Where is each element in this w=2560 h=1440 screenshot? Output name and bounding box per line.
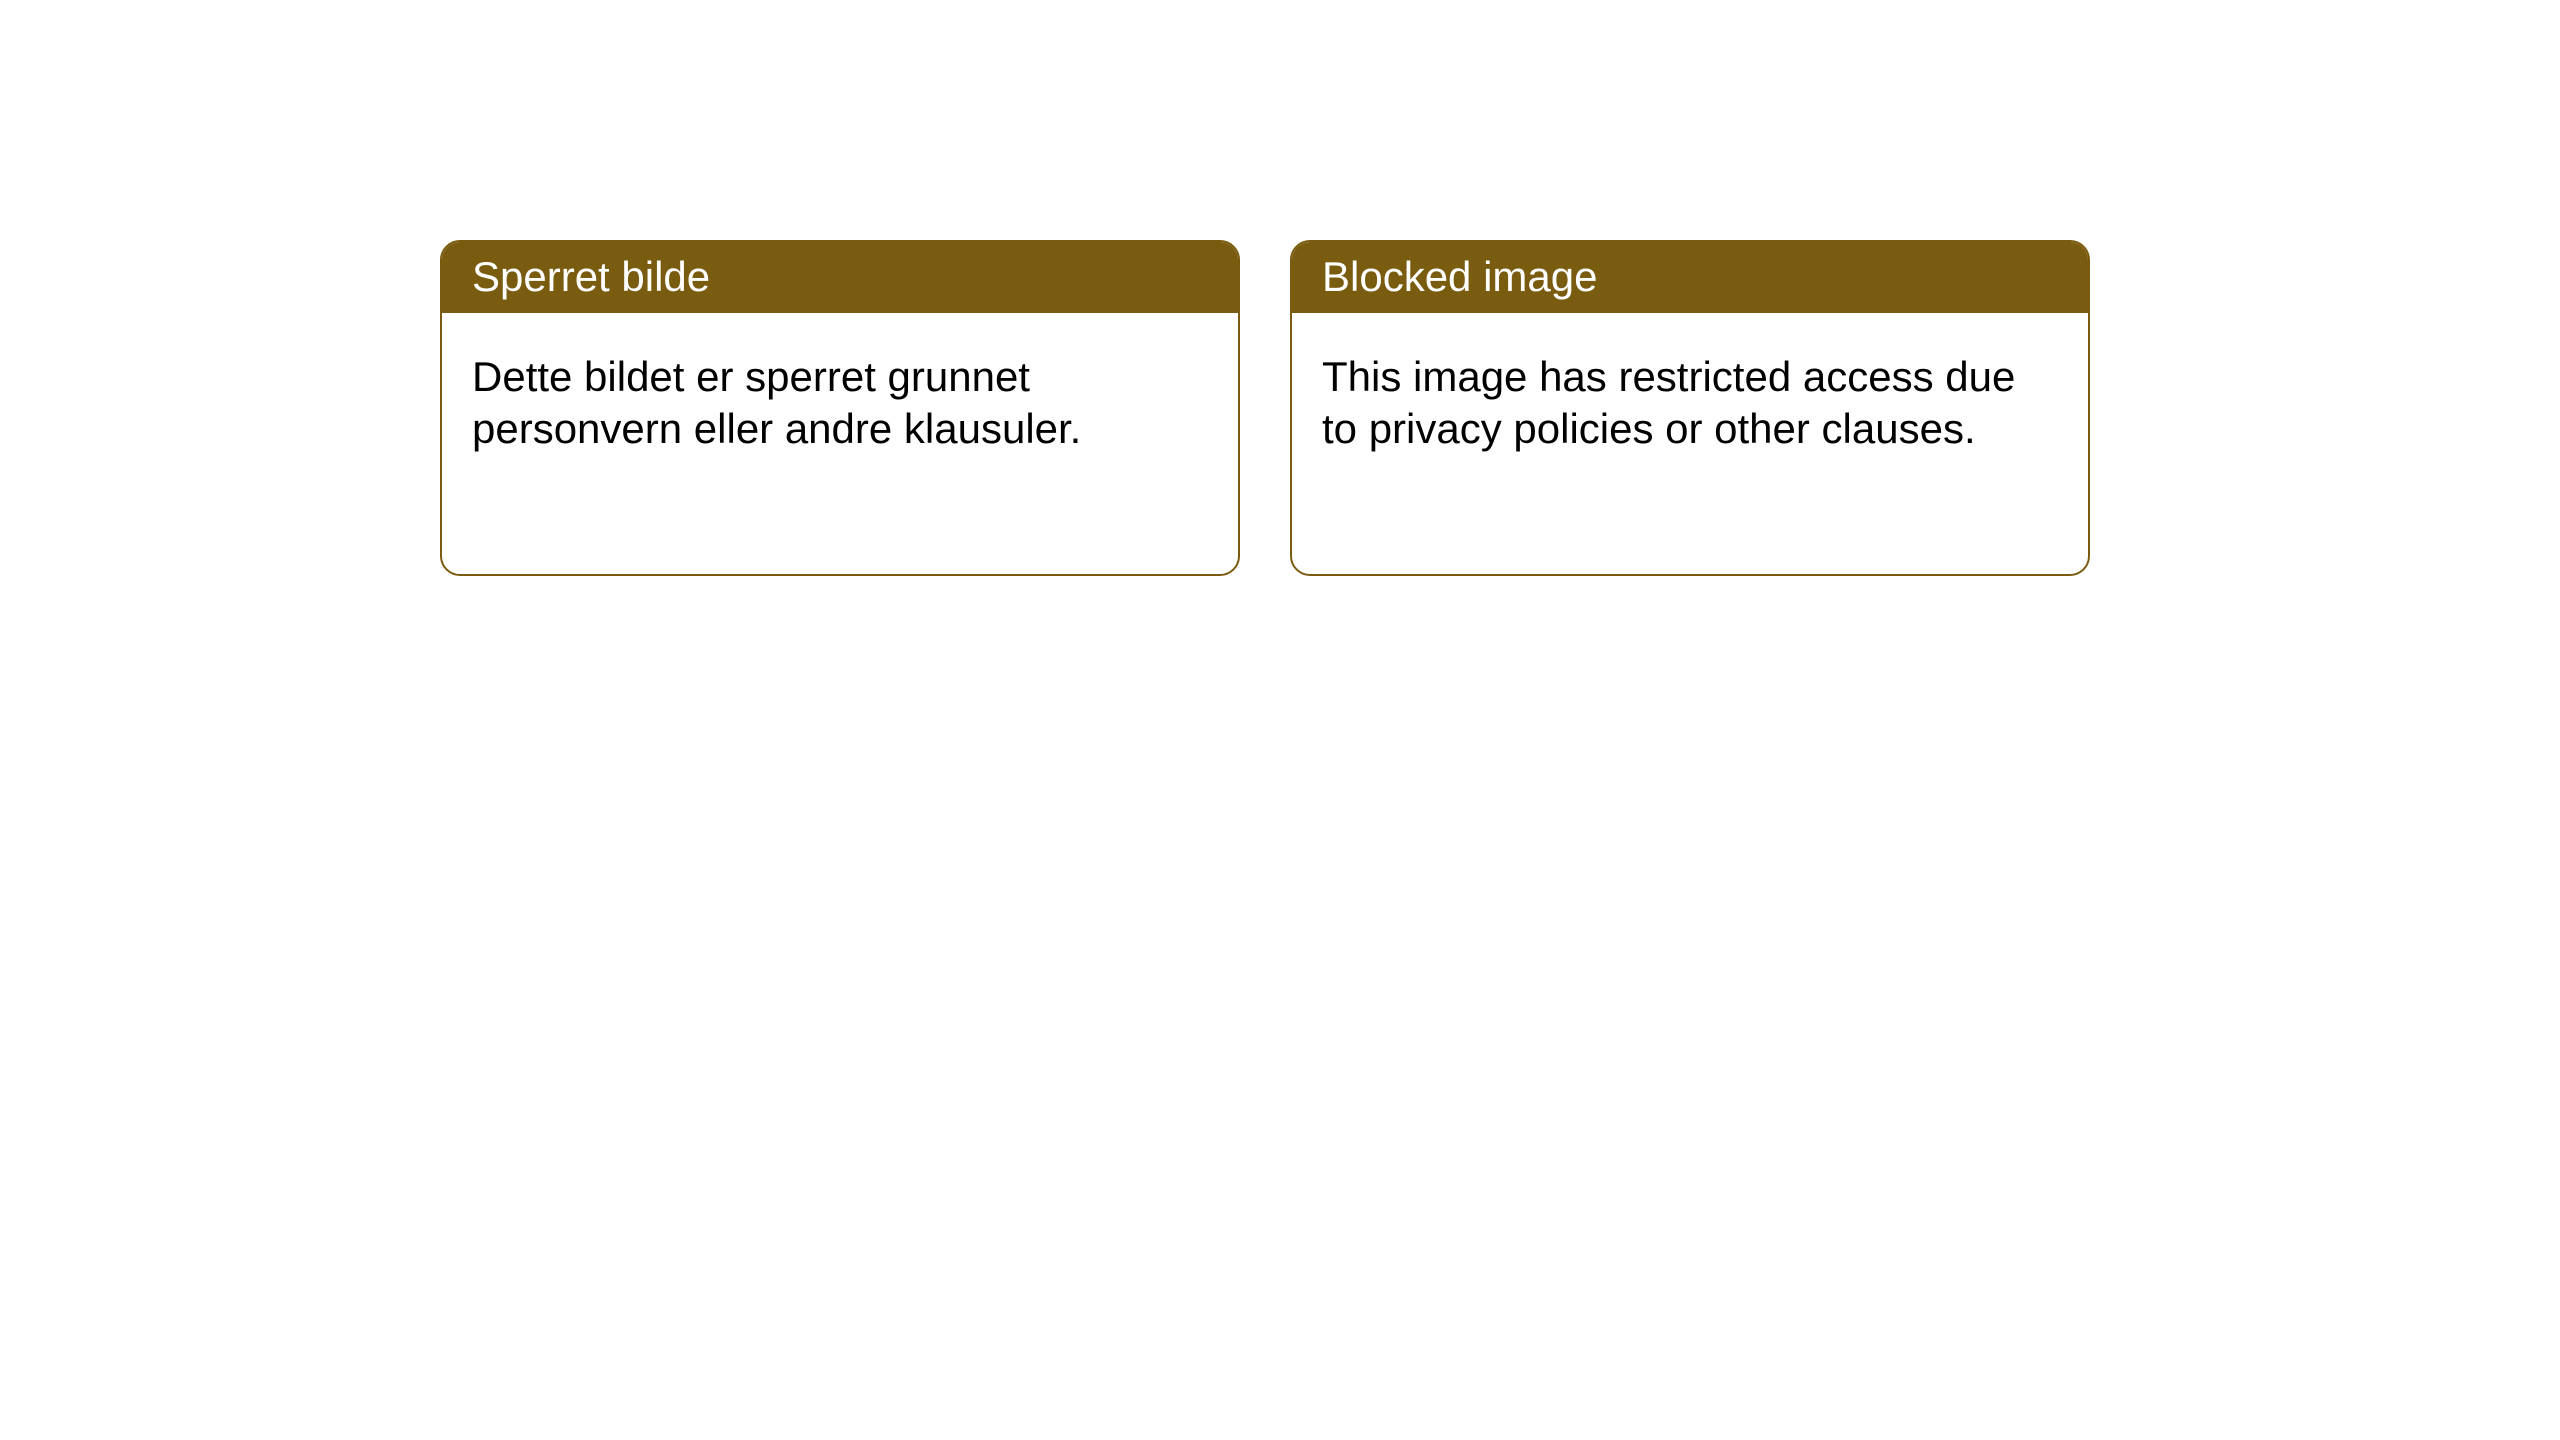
- notice-box-norwegian: Sperret bilde Dette bildet er sperret gr…: [440, 240, 1240, 576]
- notice-body-english: This image has restricted access due to …: [1292, 313, 2088, 494]
- notice-text-norwegian: Dette bildet er sperret grunnet personve…: [472, 353, 1081, 453]
- notice-container: Sperret bilde Dette bildet er sperret gr…: [0, 0, 2560, 576]
- notice-title-norwegian: Sperret bilde: [472, 253, 710, 300]
- notice-header-norwegian: Sperret bilde: [442, 242, 1238, 313]
- notice-title-english: Blocked image: [1322, 253, 1597, 300]
- notice-body-norwegian: Dette bildet er sperret grunnet personve…: [442, 313, 1238, 494]
- notice-text-english: This image has restricted access due to …: [1322, 353, 2015, 453]
- notice-box-english: Blocked image This image has restricted …: [1290, 240, 2090, 576]
- notice-header-english: Blocked image: [1292, 242, 2088, 313]
